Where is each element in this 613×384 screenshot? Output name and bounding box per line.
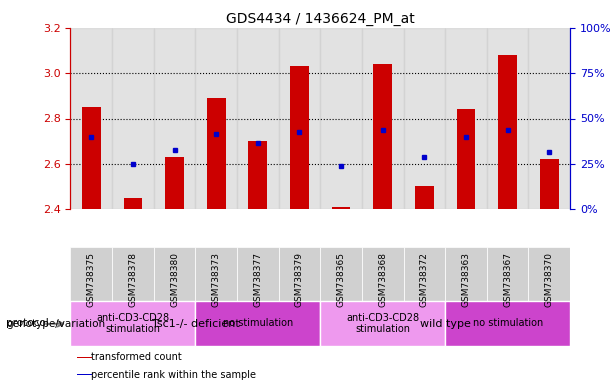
Bar — [196, 301, 320, 346]
Bar — [196, 28, 237, 209]
Text: no stimulation: no stimulation — [473, 318, 543, 328]
Bar — [487, 247, 528, 309]
Bar — [528, 247, 570, 309]
Bar — [362, 247, 403, 309]
Bar — [124, 198, 142, 209]
Bar — [237, 247, 279, 309]
Bar — [279, 247, 321, 309]
Title: GDS4434 / 1436624_PM_at: GDS4434 / 1436624_PM_at — [226, 12, 414, 26]
Bar — [112, 28, 154, 209]
Bar — [487, 28, 528, 209]
Bar — [196, 247, 237, 309]
Text: genotype/variation: genotype/variation — [6, 319, 105, 329]
Bar — [445, 247, 487, 309]
Text: GSM738368: GSM738368 — [378, 252, 387, 307]
Bar — [248, 141, 267, 209]
Text: protocol: protocol — [6, 318, 49, 328]
Text: GSM738372: GSM738372 — [420, 252, 429, 307]
Bar — [112, 247, 154, 309]
Text: no stimulation: no stimulation — [223, 318, 293, 328]
Text: transformed count: transformed count — [91, 353, 182, 362]
Bar — [403, 28, 445, 209]
Bar — [279, 28, 321, 209]
Bar — [457, 109, 475, 209]
Text: GSM738373: GSM738373 — [211, 252, 221, 307]
Bar — [70, 301, 196, 346]
Bar — [320, 309, 570, 339]
Bar — [154, 247, 196, 309]
Text: GSM738379: GSM738379 — [295, 252, 304, 307]
Text: GSM738377: GSM738377 — [253, 252, 262, 307]
Bar — [362, 28, 403, 209]
Text: anti-CD3-CD28
stimulation: anti-CD3-CD28 stimulation — [346, 313, 419, 334]
Bar — [445, 301, 570, 346]
Bar — [70, 309, 320, 339]
Bar — [70, 247, 112, 309]
Text: Tsc1-/- deficient: Tsc1-/- deficient — [151, 319, 239, 329]
Bar — [82, 107, 101, 209]
Bar — [207, 98, 226, 209]
Bar — [320, 28, 362, 209]
Text: GSM738378: GSM738378 — [129, 252, 137, 307]
Bar — [528, 28, 570, 209]
Text: anti-CD3-CD28
stimulation: anti-CD3-CD28 stimulation — [96, 313, 170, 334]
Bar — [154, 28, 196, 209]
Bar — [237, 28, 279, 209]
Text: wild type: wild type — [420, 319, 471, 329]
Text: GSM738365: GSM738365 — [337, 252, 346, 307]
Bar — [320, 247, 362, 309]
Bar — [320, 301, 445, 346]
Text: GSM738363: GSM738363 — [462, 252, 471, 307]
Bar — [290, 66, 309, 209]
Bar — [373, 64, 392, 209]
Bar — [332, 207, 351, 209]
Bar — [166, 157, 184, 209]
Text: percentile rank within the sample: percentile rank within the sample — [91, 369, 256, 379]
Bar — [445, 28, 487, 209]
Bar — [540, 159, 558, 209]
Text: GSM738367: GSM738367 — [503, 252, 512, 307]
Bar — [403, 247, 445, 309]
Bar — [415, 186, 434, 209]
Text: GSM738380: GSM738380 — [170, 252, 179, 307]
Text: GSM738375: GSM738375 — [87, 252, 96, 307]
Bar — [70, 28, 112, 209]
Bar — [498, 55, 517, 209]
Text: GSM738370: GSM738370 — [545, 252, 554, 307]
